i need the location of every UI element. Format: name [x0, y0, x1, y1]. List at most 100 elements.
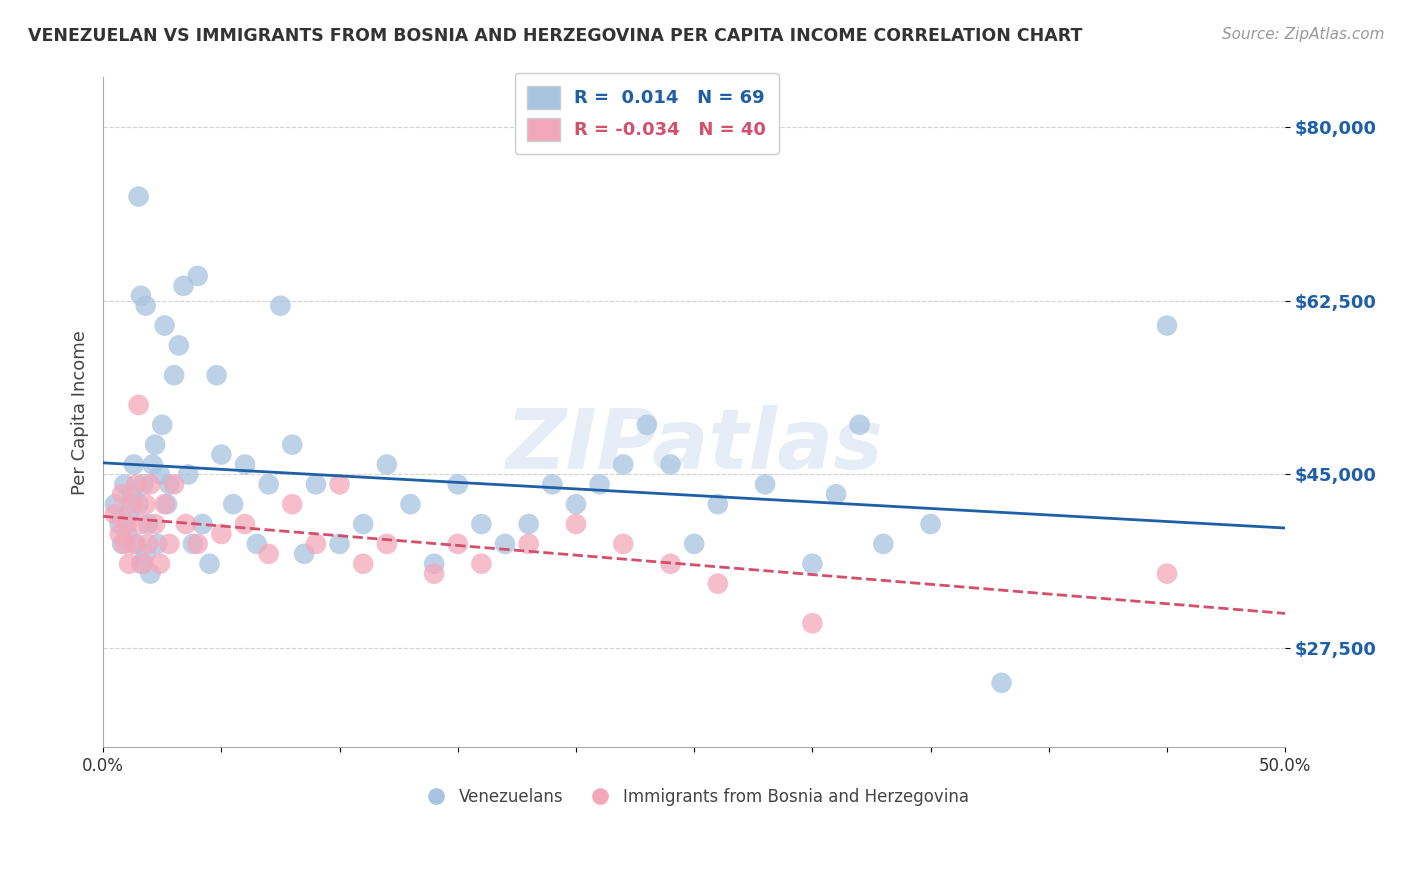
Point: [187, 537, 209, 551]
Point: [233, 458, 256, 472]
Point: [157, 537, 180, 551]
Point: [517, 537, 540, 551]
Point: [128, 497, 150, 511]
Point: [173, 278, 195, 293]
Point: [233, 516, 256, 531]
Point: [122, 537, 145, 551]
Point: [104, 507, 127, 521]
Point: [707, 497, 730, 511]
Point: [541, 477, 564, 491]
Text: VENEZUELAN VS IMMIGRANTS FROM BOSNIA AND HERZEGOVINA PER CAPITA INCOME CORRELATI: VENEZUELAN VS IMMIGRANTS FROM BOSNIA AND…: [28, 27, 1083, 45]
Point: [125, 477, 148, 491]
Point: [143, 437, 166, 451]
Point: [187, 268, 209, 283]
Point: [470, 557, 492, 571]
Point: [707, 576, 730, 591]
Point: [135, 497, 157, 511]
Point: [269, 299, 291, 313]
Point: [517, 516, 540, 531]
Point: [447, 537, 470, 551]
Text: ZIPatlas: ZIPatlas: [505, 405, 883, 486]
Point: [118, 507, 141, 521]
Point: [920, 516, 942, 531]
Point: [129, 516, 152, 531]
Point: [163, 477, 186, 491]
Point: [292, 547, 315, 561]
Point: [198, 557, 221, 571]
Point: [494, 537, 516, 551]
Point: [132, 557, 155, 571]
Point: [128, 398, 150, 412]
Point: [139, 477, 162, 491]
Point: [257, 477, 280, 491]
Point: [135, 547, 157, 561]
Point: [104, 497, 127, 511]
Point: [399, 497, 422, 511]
Point: [375, 458, 398, 472]
Point: [153, 318, 176, 333]
Point: [149, 467, 172, 482]
Point: [659, 458, 682, 472]
Point: [108, 527, 131, 541]
Point: [125, 537, 148, 551]
Point: [375, 537, 398, 551]
Point: [423, 557, 446, 571]
Point: [825, 487, 848, 501]
Point: [848, 417, 870, 432]
Point: [209, 527, 232, 541]
Point: [191, 516, 214, 531]
Point: [447, 477, 470, 491]
Point: [281, 497, 304, 511]
Point: [132, 477, 155, 491]
Point: [683, 537, 706, 551]
Point: [111, 537, 134, 551]
Point: [222, 497, 245, 511]
Point: [157, 477, 180, 491]
Point: [872, 537, 894, 551]
Point: [612, 537, 634, 551]
Point: [246, 537, 269, 551]
Point: [470, 516, 492, 531]
Point: [281, 437, 304, 451]
Point: [352, 516, 374, 531]
Point: [328, 477, 350, 491]
Point: [1156, 318, 1178, 333]
Point: [636, 417, 658, 432]
Point: [565, 516, 588, 531]
Point: [136, 537, 159, 551]
Point: [588, 477, 610, 491]
Point: [163, 368, 186, 383]
Point: [115, 516, 138, 531]
Point: [167, 338, 190, 352]
Text: Source: ZipAtlas.com: Source: ZipAtlas.com: [1222, 27, 1385, 42]
Point: [121, 497, 143, 511]
Point: [146, 537, 169, 551]
Point: [122, 458, 145, 472]
Point: [136, 516, 159, 531]
Point: [112, 477, 135, 491]
Point: [142, 458, 165, 472]
Point: [328, 537, 350, 551]
Point: [1156, 566, 1178, 581]
Point: [135, 299, 157, 313]
Point: [128, 189, 150, 203]
Point: [565, 497, 588, 511]
Point: [153, 497, 176, 511]
Point: [305, 477, 328, 491]
Point: [352, 557, 374, 571]
Legend: Venezuelans, Immigrants from Bosnia and Herzegovina: Venezuelans, Immigrants from Bosnia and …: [412, 781, 976, 813]
Point: [149, 557, 172, 571]
Point: [177, 467, 200, 482]
Point: [205, 368, 228, 383]
Point: [305, 537, 328, 551]
Point: [115, 527, 138, 541]
Point: [209, 448, 232, 462]
Y-axis label: Per Capita Income: Per Capita Income: [72, 330, 89, 495]
Point: [118, 557, 141, 571]
Point: [156, 497, 179, 511]
Point: [139, 566, 162, 581]
Point: [129, 557, 152, 571]
Point: [129, 289, 152, 303]
Point: [108, 516, 131, 531]
Point: [112, 537, 135, 551]
